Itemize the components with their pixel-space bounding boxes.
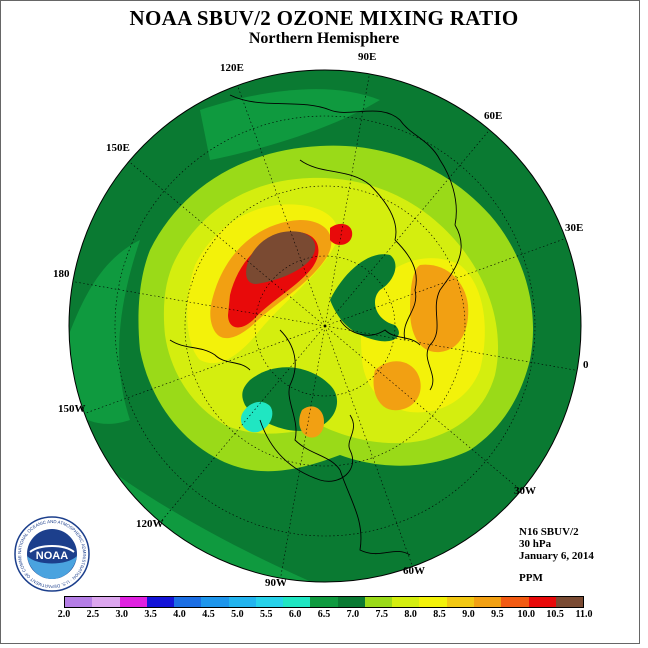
field-9.0-region-america bbox=[299, 406, 324, 438]
colorbar-segment bbox=[392, 597, 420, 607]
colorbar-segment bbox=[473, 597, 502, 607]
colorbar-tick-label: 9.5 bbox=[491, 609, 504, 620]
coastlines bbox=[169, 94, 462, 556]
meridian-line bbox=[84, 325, 326, 414]
colorbar-tick-label: 3.5 bbox=[144, 609, 157, 620]
colorbar-segment bbox=[310, 597, 338, 607]
colorbar-tick-label: 10.0 bbox=[517, 609, 535, 620]
date-label: January 6, 2014 bbox=[519, 550, 594, 562]
colorbar-segment bbox=[364, 597, 393, 607]
colorbar-segment bbox=[92, 597, 120, 607]
lon-label-0: 0 bbox=[583, 359, 589, 371]
lon-label-150w: 150W bbox=[58, 403, 86, 415]
colorbar-segment bbox=[283, 597, 311, 607]
meridian-line bbox=[160, 325, 326, 523]
colorbar-tick-label: 10.5 bbox=[546, 609, 564, 620]
colorbar-segment bbox=[446, 597, 474, 607]
colorbar-tick-label: 4.0 bbox=[173, 609, 186, 620]
colorbar-segment bbox=[65, 597, 93, 607]
meridian-line bbox=[324, 129, 490, 327]
lon-label-180: 180 bbox=[53, 268, 70, 280]
colorbar-tick-label: 3.0 bbox=[115, 609, 129, 620]
colorbar-segment bbox=[419, 597, 447, 607]
colorbar-tick-label: 5.0 bbox=[231, 609, 244, 620]
noaa-logo: NOAA NATIONAL OCEANIC AND ATMOSPHERIC AD… bbox=[12, 514, 90, 592]
noaa-logo-text: NOAA bbox=[36, 550, 68, 562]
lon-label-120w: 120W bbox=[136, 518, 164, 530]
colorbar-segment bbox=[501, 597, 529, 607]
colorbar-segment bbox=[255, 597, 284, 607]
lon-label-120e: 120E bbox=[220, 62, 244, 74]
map-subtitle: Northern Hemisphere bbox=[248, 30, 400, 47]
units-label: PPM bbox=[519, 572, 543, 584]
colorbar-segment bbox=[528, 597, 556, 607]
pressure-level-label: 30 hPa bbox=[519, 538, 552, 550]
field-9.0-region-east bbox=[410, 264, 469, 353]
lon-label-60w: 60W bbox=[403, 565, 425, 577]
map-boundary-circle bbox=[68, 69, 582, 583]
lon-label-30w: 30W bbox=[514, 485, 536, 497]
field-10.5-11.0 bbox=[246, 231, 316, 284]
colorbar-tick-label: 7.0 bbox=[346, 609, 360, 620]
graticule bbox=[72, 73, 578, 579]
field-6.5-region-west bbox=[69, 240, 140, 424]
latitude-circle bbox=[114, 115, 536, 537]
colorbar-tick-label: 5.5 bbox=[259, 609, 273, 620]
colorbar-tick-label: 11.0 bbox=[575, 609, 593, 620]
meridian-line bbox=[324, 325, 578, 371]
field-5.5-6.0 bbox=[240, 401, 273, 433]
colorbar-segment bbox=[555, 597, 584, 607]
colorbar-tick-label: 8.0 bbox=[404, 609, 417, 620]
meridian-line bbox=[280, 325, 326, 579]
colorbar-segment bbox=[146, 597, 175, 607]
colorbar bbox=[64, 596, 584, 608]
colorbar-segment bbox=[201, 597, 229, 607]
colorbar-tick-label: 9.0 bbox=[462, 609, 475, 620]
lon-label-60e: 60E bbox=[484, 110, 503, 122]
colorbar-segment bbox=[337, 597, 365, 607]
colorbar-tick-label: 4.5 bbox=[202, 609, 215, 620]
meridian-line bbox=[237, 85, 326, 327]
meridian-line bbox=[324, 73, 370, 327]
field-6.5-trough-center bbox=[330, 254, 399, 342]
lon-label-30e: 30E bbox=[565, 222, 584, 234]
colorbar-tick-label: 7.5 bbox=[375, 609, 389, 620]
latitude-circle bbox=[254, 255, 396, 397]
field-9.0-region-south bbox=[373, 361, 421, 411]
lon-label-150e: 150E bbox=[106, 142, 130, 154]
lon-label-90e: 90E bbox=[358, 51, 377, 63]
colorbar-tick-label: 6.0 bbox=[288, 609, 302, 620]
meridian-line bbox=[324, 325, 522, 491]
lon-label-90w: 90W bbox=[265, 577, 287, 589]
colorbar-tick-label: 6.5 bbox=[317, 609, 331, 620]
map-title: NOAA SBUV/2 OZONE MIXING RATIO bbox=[129, 6, 519, 30]
colorbar-tick-label: 2.5 bbox=[86, 609, 100, 620]
meridian-line bbox=[324, 325, 413, 567]
colorbar-tick-label: 2.0 bbox=[57, 609, 71, 620]
meridian-line bbox=[72, 281, 326, 327]
colorbar-segment bbox=[228, 597, 256, 607]
instrument-label: N16 SBUV/2 bbox=[519, 526, 579, 538]
colorbar-segment bbox=[174, 597, 202, 607]
meridian-line bbox=[324, 238, 566, 327]
colorbar-tick-label: 8.5 bbox=[433, 609, 446, 620]
colorbar-ticks: 2.0 2.5 3.0 3.5 4.0 4.5 5.0 5.5 6.0 6.5 7.0 7.5 8.0 8… bbox=[54, 609, 594, 623]
latitude-circle bbox=[184, 185, 466, 467]
colorbar-segment bbox=[119, 597, 147, 607]
meridian-line bbox=[128, 161, 326, 327]
